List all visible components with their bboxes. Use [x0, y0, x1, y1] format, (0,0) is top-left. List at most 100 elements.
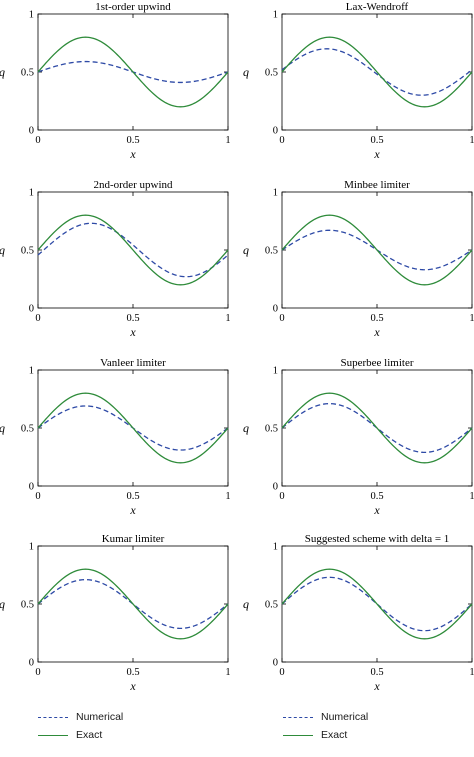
y-axis-label: q	[243, 597, 249, 611]
exact-series-line	[281, 392, 473, 464]
legend-label: Numerical	[321, 711, 369, 723]
legend-item-numerical: Numerical	[38, 708, 123, 726]
y-axis-label: q	[243, 65, 249, 79]
x-axis-label: x	[129, 325, 136, 339]
legend-item-exact: Exact	[283, 726, 368, 744]
chart-panel: Superbee limiter 0 0.5 1 0 0.5 1 x q	[243, 357, 474, 517]
chart-panel: Minbee limiter 0 0.5 1 0 0.5 1 x q	[243, 179, 474, 339]
y-tick-label: 0	[29, 126, 34, 137]
legend-item-exact: Exact	[38, 726, 123, 744]
chart-panel: Suggested scheme with delta = 1 0 0.5 1 0 0.5…	[243, 533, 474, 693]
y-tick-label: 0	[29, 658, 34, 669]
y-tick-label: 0	[273, 304, 278, 315]
chart-title: Vanleer limiter	[100, 357, 166, 369]
exact-line-swatch	[283, 734, 313, 736]
y-axis-label: q	[0, 65, 5, 79]
numerical-line-swatch	[38, 716, 68, 718]
x-tick-label: 1	[225, 313, 230, 324]
chart-title: 1st-order upwind	[95, 1, 171, 13]
legend-item-numerical: Numerical	[283, 708, 368, 726]
x-tick-label: 1	[225, 667, 230, 678]
chart-panel: Lax-Wendroff 0 0.5 1 0 0.5 1 x q	[243, 1, 474, 161]
y-tick-label: 0.5	[21, 600, 34, 611]
y-axis-label: q	[243, 421, 249, 435]
x-tick-label: 0	[35, 491, 40, 502]
y-tick-label: 1	[273, 10, 278, 21]
numerical-series-line	[37, 222, 229, 278]
y-tick-label: 0.5	[265, 246, 278, 257]
x-axis-label: x	[129, 679, 136, 693]
chart-title: 2nd-order upwind	[93, 179, 173, 191]
exact-series-line	[37, 214, 229, 286]
chart-title: Minbee limiter	[344, 179, 410, 191]
y-tick-label: 1	[273, 366, 278, 377]
y-axis-label: q	[0, 421, 5, 435]
y-axis-label: q	[0, 597, 5, 611]
x-tick-label: 0.5	[126, 667, 139, 678]
x-axis-label: x	[129, 147, 136, 161]
chart-panel: 2nd-order upwind 0 0.5 1 0 0.5 1 x q	[0, 179, 231, 339]
exact-series-line	[37, 392, 229, 464]
x-tick-label: 0.5	[126, 491, 139, 502]
y-axis-label: q	[0, 243, 5, 257]
y-tick-label: 0	[273, 126, 278, 137]
x-tick-label: 0.5	[126, 313, 139, 324]
x-tick-label: 0	[35, 667, 40, 678]
x-tick-label: 1	[469, 135, 474, 146]
x-axis-label: x	[373, 503, 380, 517]
x-tick-label: 0.5	[370, 667, 383, 678]
y-tick-label: 1	[29, 366, 34, 377]
x-tick-label: 0.5	[370, 135, 383, 146]
exact-series-line	[281, 568, 473, 640]
x-axis-label: x	[373, 679, 380, 693]
exact-series-line	[281, 214, 473, 286]
legend-left: Numerical Exact	[38, 708, 123, 744]
y-tick-label: 0	[273, 658, 278, 669]
x-tick-label: 0	[279, 313, 284, 324]
numerical-line-swatch	[283, 716, 313, 718]
chart-title: Kumar limiter	[102, 533, 165, 545]
y-tick-label: 0.5	[21, 246, 34, 257]
x-tick-label: 1	[469, 491, 474, 502]
y-axis-label: q	[243, 243, 249, 257]
x-axis-label: x	[129, 503, 136, 517]
chart-title: Lax-Wendroff	[346, 1, 409, 13]
x-tick-label: 0.5	[370, 313, 383, 324]
exact-series-line	[37, 568, 229, 640]
x-tick-label: 1	[469, 667, 474, 678]
y-tick-label: 1	[273, 542, 278, 553]
y-tick-label: 1	[29, 10, 34, 21]
x-tick-label: 0.5	[370, 491, 383, 502]
legend-right: Numerical Exact	[283, 708, 368, 744]
y-tick-label: 0	[273, 482, 278, 493]
y-tick-label: 0.5	[265, 424, 278, 435]
chart-panel: 1st-order upwind 0 0.5 1 0 0.5 1 x q	[0, 1, 231, 161]
y-tick-label: 1	[29, 542, 34, 553]
x-tick-label: 0	[279, 135, 284, 146]
x-tick-label: 0	[279, 491, 284, 502]
y-tick-label: 0	[29, 304, 34, 315]
x-tick-label: 1	[225, 135, 230, 146]
legend-label: Exact	[76, 729, 103, 741]
exact-line-swatch	[38, 734, 68, 736]
chart-title: Superbee limiter	[340, 357, 413, 369]
numerical-series-line	[281, 48, 473, 96]
y-tick-label: 1	[273, 188, 278, 199]
y-tick-label: 0.5	[21, 68, 34, 79]
chart-panel: Vanleer limiter 0 0.5 1 0 0.5 1 x q	[0, 357, 231, 517]
x-tick-label: 0.5	[126, 135, 139, 146]
chart-title: Suggested scheme with delta = 1	[305, 533, 450, 545]
exact-series-line	[37, 36, 229, 108]
x-tick-label: 0	[35, 135, 40, 146]
x-axis-label: x	[373, 325, 380, 339]
y-tick-label: 0.5	[265, 68, 278, 79]
legend-label: Numerical	[76, 711, 124, 723]
y-tick-label: 0	[29, 482, 34, 493]
y-tick-label: 1	[29, 188, 34, 199]
x-tick-label: 1	[225, 491, 230, 502]
legend-label: Exact	[321, 729, 348, 741]
x-tick-label: 1	[469, 313, 474, 324]
x-axis-label: x	[373, 147, 380, 161]
chart-panel: Kumar limiter 0 0.5 1 0 0.5 1 x q	[0, 533, 231, 693]
